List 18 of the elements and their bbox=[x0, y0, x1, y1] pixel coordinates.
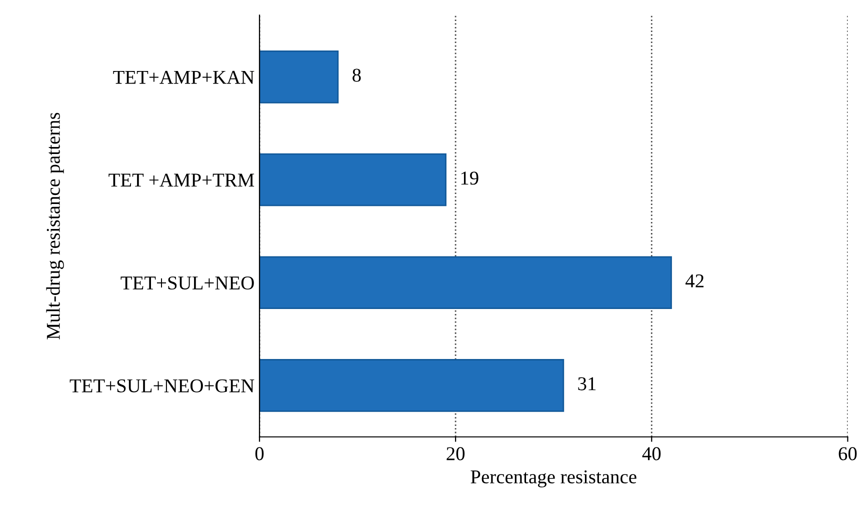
data-label: 8 bbox=[352, 68, 361, 82]
x-axis-title: Percentage resistance bbox=[470, 470, 636, 488]
data-label: 31 bbox=[578, 377, 596, 390]
data-label: 19 bbox=[461, 172, 478, 185]
data-label: 42 bbox=[686, 274, 704, 288]
y-tick-label: TET+AMP+KAN bbox=[113, 70, 254, 84]
x-tick-label: 60 bbox=[838, 447, 857, 460]
bar bbox=[260, 359, 564, 412]
x-tick-label: 0 bbox=[255, 447, 264, 460]
bar bbox=[260, 50, 339, 104]
y-tick-label: TET +AMP+TRM bbox=[108, 174, 254, 187]
y-tick-label: TET+SUL+NEO+GEN bbox=[70, 379, 254, 392]
bar bbox=[260, 256, 672, 310]
x-tick-label: 20 bbox=[446, 447, 465, 460]
y-axis-title: Mult-drug resistance patterns bbox=[46, 112, 64, 340]
y-tick-label: TET+SUL+NEO bbox=[120, 276, 254, 290]
x-tick-label: 40 bbox=[642, 447, 661, 460]
bar bbox=[260, 153, 446, 206]
